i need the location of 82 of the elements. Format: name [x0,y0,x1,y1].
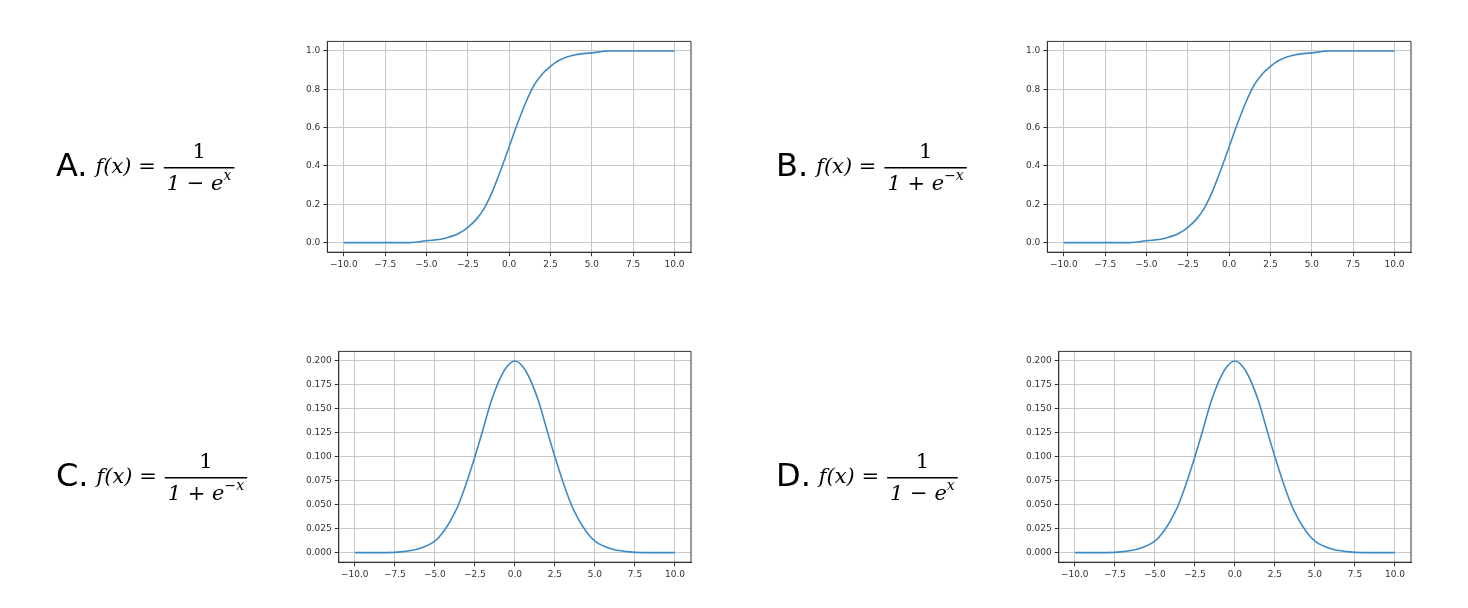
y-tick-label: 1.0 [1025,45,1041,56]
x-tick-label: 5.0 [587,568,603,579]
y-tick-label: 0.150 [306,403,333,414]
x-tick-label: −7.5 [374,258,397,269]
text: B. [776,146,809,185]
text: f(x) = [814,154,877,179]
x-tick-label: 10.0 [1384,258,1405,269]
x-tick-label: 5.0 [1304,258,1320,269]
x-tick-label: −7.5 [383,568,406,579]
x-tick-label: 2.5 [543,258,558,269]
y-tick-label: 0.4 [305,160,321,171]
y-tick-label: 0.125 [1026,427,1052,438]
y-tick-label: 0.0 [1025,236,1041,247]
y-tick-label: 0.2 [1025,198,1041,209]
y-tick-label: 0.150 [1026,403,1053,414]
x-tick-label: 0.0 [501,258,517,269]
x-tick-label: −2.5 [1176,258,1199,269]
text: D. [776,456,811,495]
y-tick-label: 0.6 [1025,121,1041,132]
x-tick-label: 2.5 [1263,258,1278,269]
y-tick-label: 0.8 [1025,83,1041,94]
y-tick-label: 0.6 [305,121,321,132]
x-tick-label: 2.5 [1267,568,1283,579]
x-tick-label: 5.0 [584,258,600,269]
y-tick-label: 0.175 [1026,379,1052,390]
y-tick-label: 0.000 [306,546,333,557]
x-tick-label: −2.5 [1183,568,1206,579]
x-tick-label: −7.5 [1094,258,1117,269]
y-tick-label: 0.175 [306,379,332,390]
x-tick-label: −5.0 [1143,568,1167,579]
x-tick-label: 7.5 [627,568,643,579]
x-tick-label: −5.0 [415,258,438,269]
text: 1 [199,449,213,474]
x-tick-label: −7.5 [1103,568,1126,579]
x-tick-label: 7.5 [1347,568,1363,579]
x-tick-label: −10.0 [330,258,358,269]
text: 1 [918,139,933,164]
x-tick-label: 0.0 [1221,258,1237,269]
x-tick-label: 7.5 [1345,258,1361,269]
y-tick-label: 0.125 [306,427,332,438]
text: A. [56,146,88,185]
x-tick-label: −10.0 [340,568,369,579]
y-tick-label: 0.4 [1025,160,1041,171]
x-tick-label: 7.5 [625,258,641,269]
y-tick-label: 1.0 [305,45,321,56]
y-tick-label: 0.025 [306,523,332,534]
x-tick-label: 10.0 [664,258,685,269]
y-tick-label: 0.100 [1026,451,1053,462]
text: 1 [915,449,930,474]
y-tick-label: 0.075 [306,475,332,486]
y-tick-label: 0.025 [1026,523,1052,534]
x-tick-label: −2.5 [463,568,486,579]
y-tick-label: 0.8 [305,83,321,94]
text: f(x) = [93,154,156,179]
x-tick-label: 5.0 [1307,568,1323,579]
y-tick-label: 0.200 [1026,355,1053,366]
line-series [1073,360,1396,554]
x-tick-label: −10.0 [1050,258,1078,269]
y-tick-label: 0.050 [306,499,333,510]
line-series [343,50,676,244]
text: f(x) = [94,464,157,489]
line-series [353,360,676,554]
line-series [1063,50,1396,244]
y-tick-label: 0.200 [306,355,333,366]
x-tick-label: 0.0 [507,568,523,579]
text: f(x) = [816,464,880,489]
y-tick-label: 0.050 [1026,499,1053,510]
x-tick-label: 2.5 [547,568,563,579]
y-tick-label: 0.0 [305,236,321,247]
x-tick-label: −5.0 [1135,258,1158,269]
text: C. [56,456,89,495]
y-tick-label: 0.100 [306,451,333,462]
y-tick-label: 0.000 [1026,546,1053,557]
x-tick-label: 10.0 [664,568,686,579]
y-tick-label: 0.2 [305,198,321,209]
x-tick-label: 0.0 [1227,568,1243,579]
y-tick-label: 0.075 [1026,475,1052,486]
x-tick-label: −5.0 [423,568,447,579]
x-tick-label: −10.0 [1060,568,1089,579]
x-tick-label: −2.5 [456,258,479,269]
x-tick-label: 10.0 [1384,568,1406,579]
text: 1 [192,139,206,164]
